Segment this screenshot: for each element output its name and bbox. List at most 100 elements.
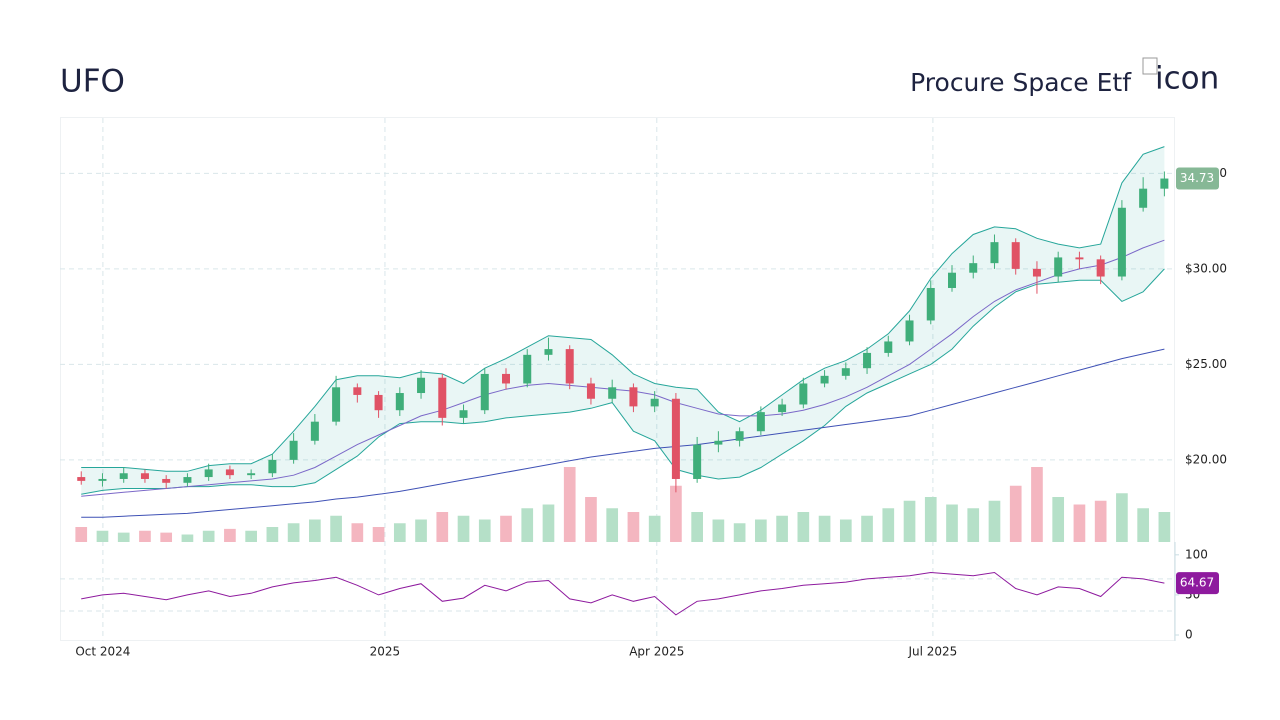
volume-bar bbox=[988, 500, 1001, 542]
band-upper bbox=[81, 146, 1165, 472]
candle-body bbox=[926, 287, 935, 321]
candle-body bbox=[841, 368, 850, 376]
candle-body bbox=[480, 373, 489, 411]
volume-bar bbox=[733, 523, 746, 542]
volume-bar bbox=[712, 519, 725, 542]
band-fill bbox=[81, 146, 1165, 495]
candle-body bbox=[183, 477, 192, 483]
volume-bar bbox=[1116, 493, 1128, 542]
volume-bar bbox=[755, 519, 767, 542]
volume-bar bbox=[691, 512, 703, 542]
volume-bar bbox=[96, 530, 109, 542]
candle-body bbox=[247, 473, 256, 476]
volume-bar bbox=[351, 523, 364, 542]
last-price-label: 34.73 bbox=[1180, 171, 1214, 185]
chart: Oct 2024 2025 Apr 2025 Jul 2025 $20.00 $25.00… bbox=[60, 118, 1227, 659]
volume-bar bbox=[75, 527, 88, 542]
volume-bar bbox=[330, 515, 342, 542]
volume-bar bbox=[457, 515, 470, 542]
volume-bar bbox=[117, 532, 130, 542]
candle-body bbox=[735, 431, 744, 441]
volume-bar bbox=[648, 515, 661, 542]
volume-bar bbox=[797, 512, 810, 542]
candle-body bbox=[119, 473, 128, 479]
volume-bar bbox=[1009, 485, 1022, 542]
volume-bar bbox=[309, 519, 321, 542]
candle-body bbox=[693, 444, 702, 479]
y-tick-label: $25.00 bbox=[1185, 357, 1227, 371]
candle-body bbox=[714, 440, 723, 445]
candle-body bbox=[1160, 178, 1169, 189]
candle-body bbox=[565, 349, 574, 384]
x-tick-label: Oct 2024 bbox=[75, 645, 130, 659]
rsi-tick-label: 0 bbox=[1185, 627, 1193, 641]
candle-body bbox=[1054, 257, 1063, 277]
candle-body bbox=[671, 398, 680, 479]
ticker: UFO bbox=[60, 64, 125, 100]
volume-bar bbox=[478, 519, 491, 542]
volume-bar bbox=[181, 534, 194, 542]
candle-body bbox=[544, 349, 553, 355]
volume-bar bbox=[946, 504, 958, 542]
volume-bar bbox=[415, 519, 427, 542]
candle-body bbox=[1075, 257, 1084, 260]
band-lower bbox=[81, 268, 1165, 495]
candle-body bbox=[310, 421, 319, 441]
volume-bar bbox=[436, 512, 449, 542]
candle-body bbox=[204, 469, 213, 478]
volume-bar bbox=[160, 532, 173, 542]
ma50-line bbox=[81, 239, 1165, 497]
volume-bar bbox=[393, 523, 406, 542]
volume-bar bbox=[266, 527, 279, 542]
volume-bar bbox=[924, 497, 937, 542]
volume-bar bbox=[1052, 497, 1065, 542]
candle-body bbox=[650, 398, 659, 407]
candle-body bbox=[969, 263, 978, 273]
candle-body bbox=[374, 394, 383, 411]
volume-bar bbox=[224, 528, 236, 542]
volume-bar bbox=[139, 530, 151, 542]
candle-body bbox=[1032, 268, 1041, 277]
candle-body bbox=[353, 387, 362, 395]
volume-bar bbox=[1031, 467, 1043, 542]
volume-bar bbox=[1073, 504, 1086, 542]
volume-bar bbox=[903, 500, 916, 542]
candle-body bbox=[77, 477, 86, 481]
candle-body bbox=[884, 341, 893, 353]
volume-bar bbox=[542, 504, 555, 542]
volume-bar bbox=[818, 515, 831, 542]
rsi-value-box bbox=[1176, 572, 1219, 595]
rsi-value-label: 64.67 bbox=[1180, 576, 1214, 590]
volume-bar bbox=[839, 519, 852, 542]
volume-bar bbox=[967, 508, 980, 542]
candle-body bbox=[1096, 259, 1105, 277]
candle-body bbox=[140, 473, 149, 479]
volume-bar bbox=[776, 515, 788, 542]
volume-bar bbox=[670, 485, 682, 542]
volume-bar bbox=[372, 527, 385, 542]
candle-body bbox=[756, 412, 765, 432]
candle-body bbox=[289, 440, 298, 460]
rsi-line bbox=[81, 571, 1165, 616]
last-price-box bbox=[1176, 167, 1219, 190]
candle-body bbox=[629, 387, 638, 407]
candle-body bbox=[608, 387, 617, 399]
volume-bar bbox=[606, 508, 619, 542]
x-tick-label: Jul 2025 bbox=[907, 645, 957, 659]
candle-body bbox=[162, 478, 171, 483]
candle-body bbox=[98, 478, 107, 481]
broken-icon bbox=[1142, 57, 1158, 75]
volume-bar bbox=[500, 515, 512, 542]
candle-body bbox=[990, 242, 999, 264]
volume-bar bbox=[521, 508, 534, 542]
volume-bar bbox=[563, 467, 576, 542]
volume-bar bbox=[1094, 500, 1107, 542]
candle-body bbox=[225, 469, 234, 476]
candle-body bbox=[268, 459, 277, 474]
candle-body bbox=[863, 352, 872, 369]
icon-alt: icon bbox=[1155, 61, 1219, 97]
candle-body bbox=[1117, 207, 1126, 277]
candle-body bbox=[523, 354, 532, 384]
x-tick-label: 2025 bbox=[370, 645, 401, 659]
